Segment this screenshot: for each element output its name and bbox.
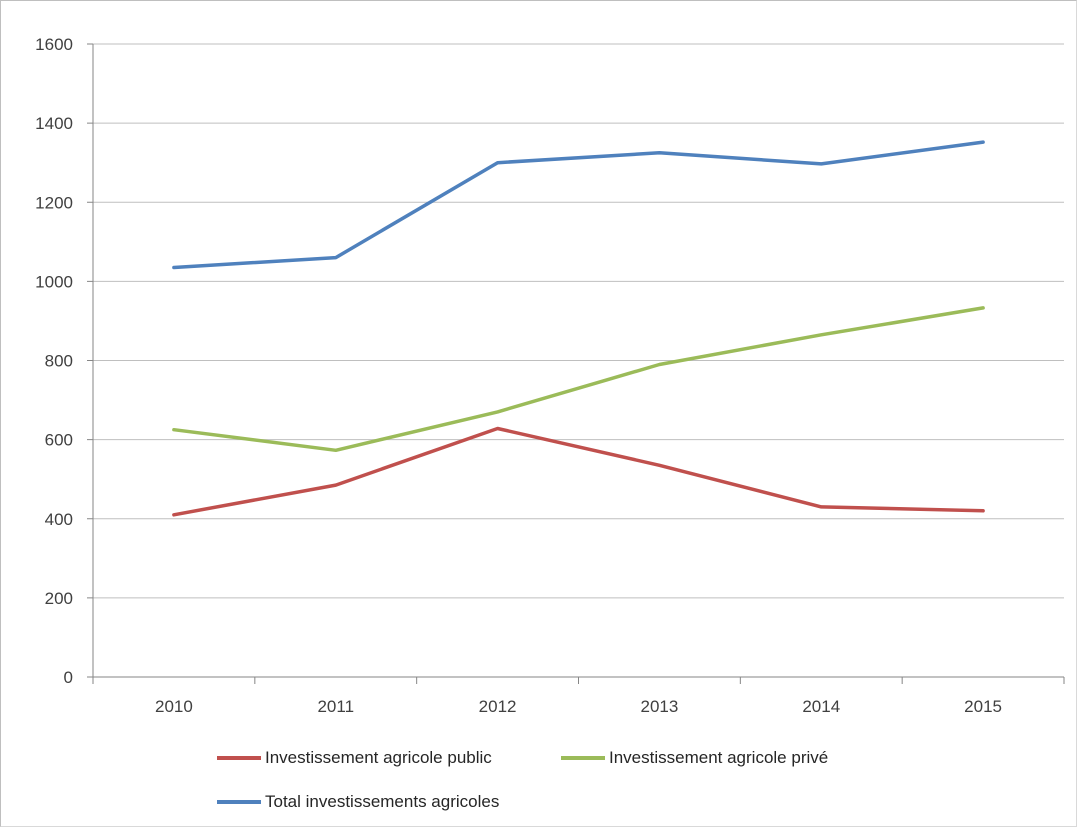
legend-item-public: Investissement agricole public [217, 748, 492, 768]
legend-item-total: Total investissements agricoles [217, 792, 499, 812]
legend-label-total: Total investissements agricoles [265, 792, 500, 811]
x-tick-label-2015: 2015 [964, 697, 1002, 716]
axes [87, 43, 1065, 684]
legend-label-prive: Investissement agricole privé [609, 748, 829, 767]
y-tick-label-0: 0 [64, 668, 73, 687]
legend-swatch-prive [561, 756, 605, 760]
y-tick-label-1600: 1600 [35, 35, 73, 54]
legend-swatch-total [217, 800, 261, 804]
series-line-2 [172, 140, 985, 270]
y-tick-label-1400: 1400 [35, 114, 73, 133]
tick-labels: 0 200 400 600 800 1000 1200 1400 1600 2010 2011 201… [35, 35, 1002, 716]
legend-label-public: Investissement agricole public [265, 748, 492, 767]
y-tick-label-400: 400 [45, 510, 73, 529]
legend-swatch-public [217, 756, 261, 760]
y-tick-label-800: 800 [45, 352, 73, 371]
y-tick-label-200: 200 [45, 589, 73, 608]
x-tick-label-2012: 2012 [479, 697, 517, 716]
series-lines [172, 140, 985, 517]
legend-item-prive: Investissement agricole privé [561, 748, 828, 768]
y-tick-label-1200: 1200 [35, 193, 73, 212]
gridlines [93, 43, 1064, 599]
x-tick-label-2013: 2013 [641, 697, 679, 716]
x-tick-label-2011: 2011 [317, 697, 354, 716]
series-line-0 [172, 426, 985, 517]
x-tick-label-2010: 2010 [155, 697, 193, 716]
y-tick-label-600: 600 [45, 431, 73, 450]
y-tick-label-1000: 1000 [35, 272, 73, 291]
series-line-1 [172, 306, 985, 453]
x-tick-label-2014: 2014 [802, 697, 840, 716]
